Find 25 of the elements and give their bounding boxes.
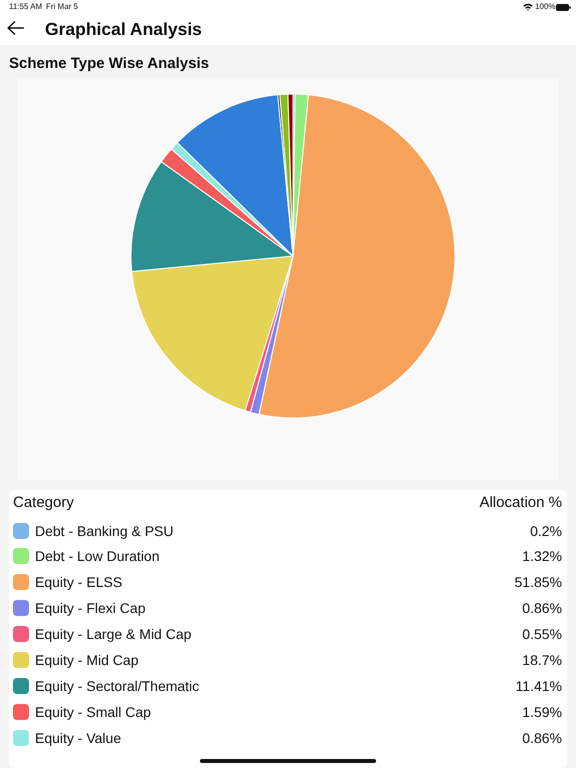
legend-label: Equity - ELSS: [35, 574, 122, 590]
text: 11:55 AM: [9, 2, 42, 11]
text: 100%: [535, 2, 556, 11]
legend-label: Equity - Flexi Cap: [35, 600, 146, 616]
data-label: 11.41%: [516, 678, 562, 694]
text: Graphical Analysis: [45, 19, 202, 39]
text: Allocation %: [479, 494, 562, 511]
data-label: 0.86%: [522, 600, 562, 616]
legend-label: Equity - Value: [35, 730, 122, 746]
data-label: 0.86%: [522, 730, 562, 746]
data-label: 1.59%: [522, 704, 562, 720]
data-label: 0.2%: [530, 522, 562, 538]
text: Fri Mar 5: [46, 2, 78, 11]
legend-label: Equity - Large & Mid Cap: [35, 626, 192, 642]
data-label: 0.55%: [522, 626, 562, 642]
data-label: 18.7%: [522, 652, 562, 668]
legend-label: Equity - Small Cap: [35, 704, 151, 720]
legend-title: Category: [13, 494, 74, 511]
legend-label: Debt - Low Duration: [35, 548, 160, 564]
data-label: 1.32%: [522, 548, 562, 564]
legend-label: Equity - Mid Cap: [35, 652, 138, 668]
data-label: 51.85%: [514, 574, 562, 590]
chart-title: Scheme Type Wise Analysis: [9, 55, 209, 72]
legend-label: Debt - Banking & PSU: [35, 522, 174, 538]
legend-label: Equity - Sectoral/Thematic: [35, 678, 200, 694]
